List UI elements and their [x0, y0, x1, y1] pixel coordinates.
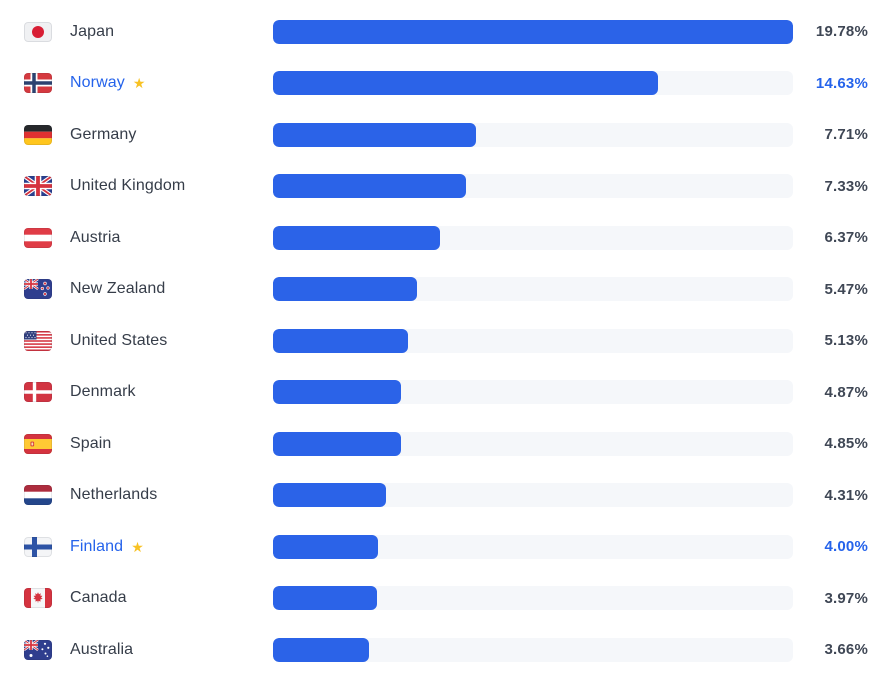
country-label: United Kingdom [70, 177, 186, 195]
value-label: 5.47% [824, 280, 868, 298]
flag-denmark-icon [24, 382, 52, 403]
value-label: 7.71% [824, 126, 868, 144]
bar-track [273, 19, 793, 44]
bar [273, 277, 417, 302]
value-label: 19.78% [815, 23, 868, 41]
bar-track [273, 71, 793, 96]
value-label: 4.87% [824, 383, 868, 401]
bar-track [273, 225, 793, 250]
bar-track [273, 637, 793, 662]
star-icon[interactable]: ★ [132, 75, 146, 92]
chart-row: Norway ★ 14.63% [0, 58, 888, 110]
chart-row: Germany 7.71% [0, 109, 888, 161]
flag-new-zealand-icon [24, 279, 52, 300]
bar-track [273, 328, 793, 353]
bar [273, 483, 387, 508]
value-label: 3.66% [824, 641, 868, 659]
bar-track [273, 122, 793, 147]
country-label: Denmark [70, 383, 136, 401]
bar-track [273, 277, 793, 302]
chart-row: United Kingdom 7.33% [0, 161, 888, 213]
bar [273, 225, 441, 250]
country-name-box: Austria [70, 229, 273, 247]
country-name-box: Japan [70, 23, 273, 41]
bar [273, 380, 402, 405]
country-label: New Zealand [70, 280, 166, 298]
bar-track [273, 174, 793, 199]
country-label: Spain [70, 434, 112, 452]
country-label: Austria [70, 228, 121, 246]
chart-row: New Zealand 5.47% [0, 264, 888, 316]
chart-row: Denmark 4.87% [0, 367, 888, 419]
country-link[interactable]: Finland [70, 537, 124, 555]
chart-row: Australia 3.66% [0, 624, 888, 676]
chart-row: Finland ★ 4.00% [0, 521, 888, 573]
bar [273, 174, 466, 199]
bar-track [273, 483, 793, 508]
chart-row: Japan 19.78% [0, 6, 888, 58]
bar-track [273, 431, 793, 456]
flag-australia-icon [24, 639, 52, 660]
country-name-box: United States [70, 332, 273, 350]
bar [273, 586, 378, 611]
flag-finland-icon [24, 536, 52, 557]
chart-row: Netherlands 4.31% [0, 470, 888, 522]
value-label: 14.63% [815, 74, 868, 92]
flag-norway-icon [24, 73, 52, 94]
value-label: 5.13% [824, 332, 868, 350]
country-name-box: Finland ★ [70, 538, 273, 556]
country-label: Germany [70, 125, 137, 143]
chart-row: United States 5.13% [0, 315, 888, 367]
bar-track [273, 534, 793, 559]
country-name-box: Australia [70, 641, 273, 659]
country-name-box: New Zealand [70, 280, 273, 298]
star-icon[interactable]: ★ [131, 538, 144, 555]
flag-austria-icon [24, 227, 52, 248]
country-name-box: Germany [70, 126, 273, 144]
bar [273, 534, 379, 559]
bar [273, 328, 408, 353]
bar [273, 71, 658, 96]
flag-netherlands-icon [24, 485, 52, 506]
country-label: Australia [70, 640, 134, 658]
flag-canada-icon [24, 588, 52, 609]
value-label: 4.85% [824, 435, 868, 453]
country-label: Japan [70, 22, 115, 40]
flag-united-kingdom-icon [24, 176, 52, 197]
flag-germany-icon [24, 124, 52, 145]
chart-row: Canada 3.97% [0, 573, 888, 625]
bar [273, 122, 476, 147]
country-link[interactable]: Norway [70, 74, 125, 92]
value-label: 4.00% [824, 538, 868, 556]
bar-track [273, 586, 793, 611]
flag-spain-icon [24, 433, 52, 454]
value-label: 6.37% [824, 229, 868, 247]
value-label: 3.97% [824, 589, 868, 607]
flag-united-states-icon [24, 330, 52, 351]
bar [273, 431, 401, 456]
country-label: United States [70, 331, 168, 349]
country-label: Netherlands [70, 486, 158, 504]
bar-track [273, 380, 793, 405]
country-name-box: Spain [70, 435, 273, 453]
flag-japan-icon [24, 21, 52, 42]
country-name-box: United Kingdom [70, 177, 273, 195]
chart-row: Austria 6.37% [0, 212, 888, 264]
country-name-box: Canada [70, 589, 273, 607]
chart-row: Spain 4.85% [0, 418, 888, 470]
country-name-box: Netherlands [70, 486, 273, 504]
country-label: Canada [70, 589, 127, 607]
country-name-box: Denmark [70, 383, 273, 401]
bar [273, 19, 793, 44]
bar [273, 637, 370, 662]
country-name-box: Norway ★ [70, 74, 273, 92]
value-label: 7.33% [824, 177, 868, 195]
value-label: 4.31% [824, 486, 868, 504]
